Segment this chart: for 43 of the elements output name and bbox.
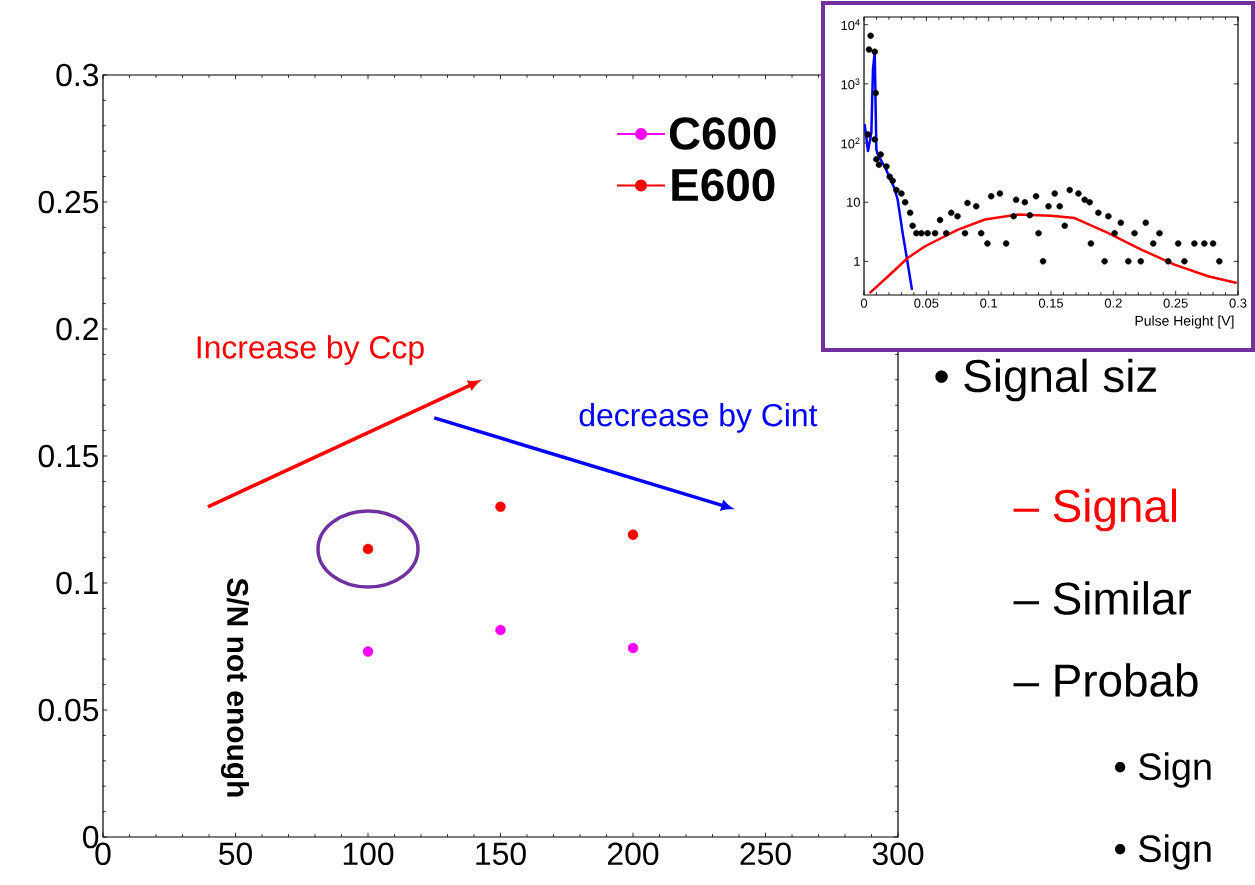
text: • Sign [1115,752,1211,788]
text: – Similar [1013,581,1191,615]
y-tick-label: 10$^{2}$ [841,137,860,149]
text: – Probab [1013,663,1198,697]
line-series [868,213,1239,295]
point [627,529,639,540]
y-tick-label: 0.1 [56,571,98,595]
x-tick-label: 0.05 [914,298,939,308]
text: • Sign [1115,834,1211,870]
y-tick-label: 10 [847,197,860,207]
y-tick-label: 10$^{4}$ [841,19,860,31]
text: – Signal [1013,488,1176,532]
x-axis-title: Pulse Height [V] [1135,315,1234,329]
x-tick-label: 100 [343,842,394,866]
point [495,501,506,512]
y-tick-label: 1 [854,256,860,266]
annotation: S/N not enough [220,578,249,797]
x-tick-label: 0.1 [980,298,998,308]
x-tick-label: 0.2 [1104,298,1122,308]
x-tick-label: 0.3 [1229,298,1247,308]
legend-label: C600 [669,117,776,150]
text: • Signal siz [935,358,1157,402]
point [362,646,374,657]
x-tick-label: 250 [740,842,791,866]
y-tick-label: 10$^{3}$ [841,78,860,90]
x-tick-label: 200 [608,842,659,866]
annotation: Increase by Ccp [197,335,424,365]
y-tick-label: 0.2 [56,317,98,341]
y-tick-label: 0.3 [56,63,99,87]
x-tick-label: 300 [872,842,924,866]
x-tick-label: 0.15 [1038,298,1064,308]
annotation: decrease by Cint [579,403,818,433]
point [627,642,639,654]
point [495,624,506,636]
x-tick-label: 0.25 [1163,298,1188,308]
x-tick-label: 0 [860,298,868,308]
point [362,543,374,555]
y-tick-label: 0.25 [38,190,99,214]
y-tick-label: 0.05 [38,698,99,722]
x-tick-label: 150 [476,842,526,866]
x-tick-label: 50 [219,842,252,866]
y-tick-label: 0.15 [38,444,99,468]
legend-label: E600 [672,168,775,202]
